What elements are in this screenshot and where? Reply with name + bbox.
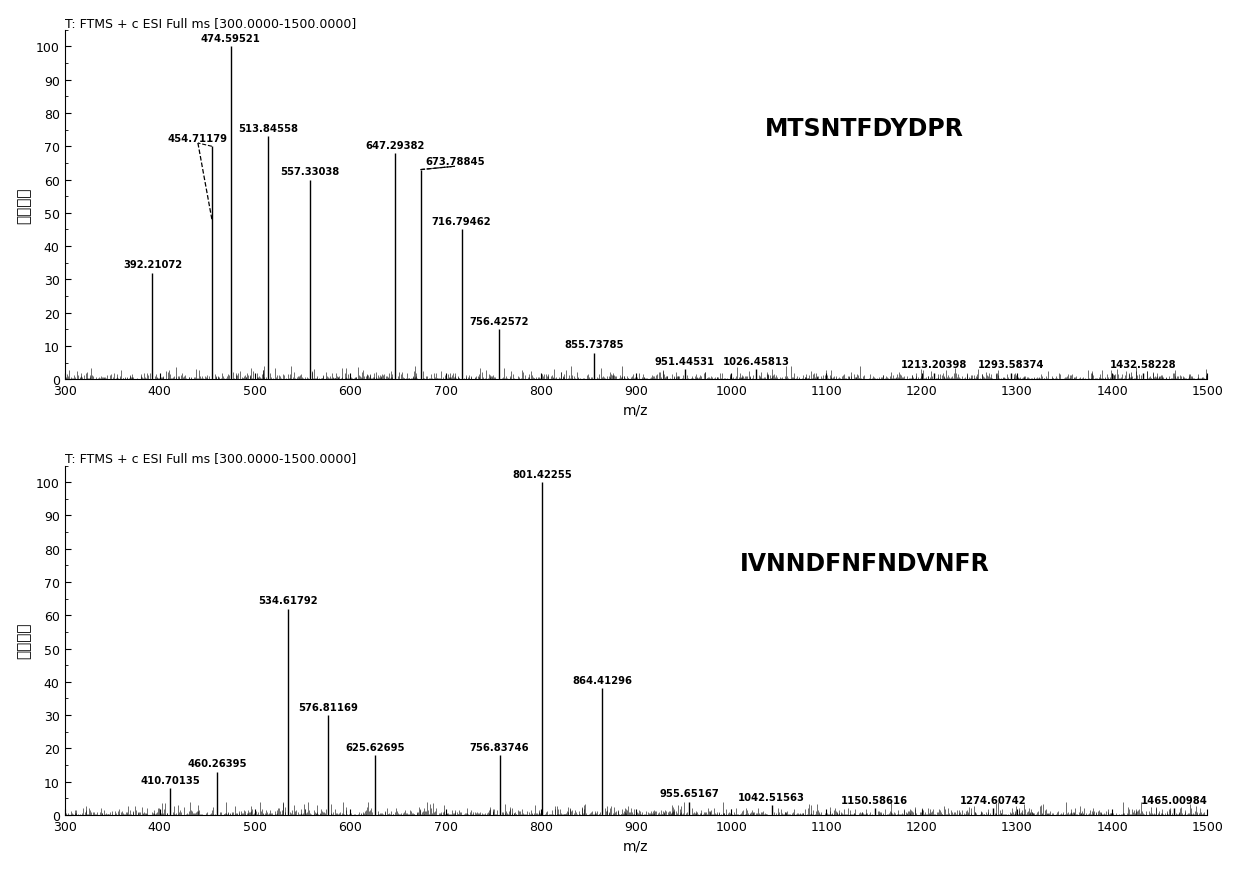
Text: 1150.58616: 1150.58616 bbox=[841, 795, 908, 805]
X-axis label: m/z: m/z bbox=[624, 839, 649, 852]
Text: 460.26395: 460.26395 bbox=[187, 759, 247, 768]
Text: 410.70135: 410.70135 bbox=[140, 775, 200, 785]
Text: 756.83746: 756.83746 bbox=[470, 742, 529, 752]
Text: IVNNDFNFNDVNFR: IVNNDFNFNDVNFR bbox=[740, 552, 990, 575]
Text: 1213.20398: 1213.20398 bbox=[901, 360, 967, 370]
Text: T: FTMS + c ESI Full ms [300.0000-1500.0000]: T: FTMS + c ESI Full ms [300.0000-1500.0… bbox=[64, 17, 356, 30]
Y-axis label: 相对丰度: 相对丰度 bbox=[16, 622, 32, 659]
Text: 392.21072: 392.21072 bbox=[123, 260, 182, 270]
Text: 1465.00984: 1465.00984 bbox=[1141, 795, 1208, 805]
Text: 955.65167: 955.65167 bbox=[660, 788, 719, 799]
Text: 1026.45813: 1026.45813 bbox=[723, 356, 790, 367]
Text: MTSNTFDYDPR: MTSNTFDYDPR bbox=[765, 116, 963, 141]
Text: 625.62695: 625.62695 bbox=[345, 742, 404, 752]
Text: 756.42572: 756.42572 bbox=[470, 316, 529, 327]
Text: 1274.60742: 1274.60742 bbox=[960, 795, 1025, 805]
Text: 474.59521: 474.59521 bbox=[201, 34, 260, 44]
Text: 1432.58228: 1432.58228 bbox=[1110, 360, 1177, 370]
Text: 716.79462: 716.79462 bbox=[432, 217, 491, 227]
Text: 576.81169: 576.81169 bbox=[299, 702, 358, 712]
Text: 1293.58374: 1293.58374 bbox=[977, 360, 1044, 370]
Text: 454.71179: 454.71179 bbox=[167, 134, 228, 143]
Y-axis label: 相对丰度: 相对丰度 bbox=[16, 187, 32, 223]
Text: 855.73785: 855.73785 bbox=[564, 340, 624, 350]
Text: 864.41296: 864.41296 bbox=[572, 675, 632, 686]
Text: 673.78845: 673.78845 bbox=[425, 157, 485, 167]
Text: 647.29382: 647.29382 bbox=[366, 141, 425, 150]
X-axis label: m/z: m/z bbox=[624, 403, 649, 417]
Text: 1042.51563: 1042.51563 bbox=[738, 792, 805, 802]
Text: 534.61792: 534.61792 bbox=[258, 595, 317, 606]
Text: T: FTMS + c ESI Full ms [300.0000-1500.0000]: T: FTMS + c ESI Full ms [300.0000-1500.0… bbox=[64, 452, 356, 465]
Text: 513.84558: 513.84558 bbox=[238, 124, 299, 134]
Text: 801.42255: 801.42255 bbox=[512, 469, 572, 480]
Text: 557.33038: 557.33038 bbox=[280, 167, 340, 177]
Text: 951.44531: 951.44531 bbox=[655, 356, 715, 367]
